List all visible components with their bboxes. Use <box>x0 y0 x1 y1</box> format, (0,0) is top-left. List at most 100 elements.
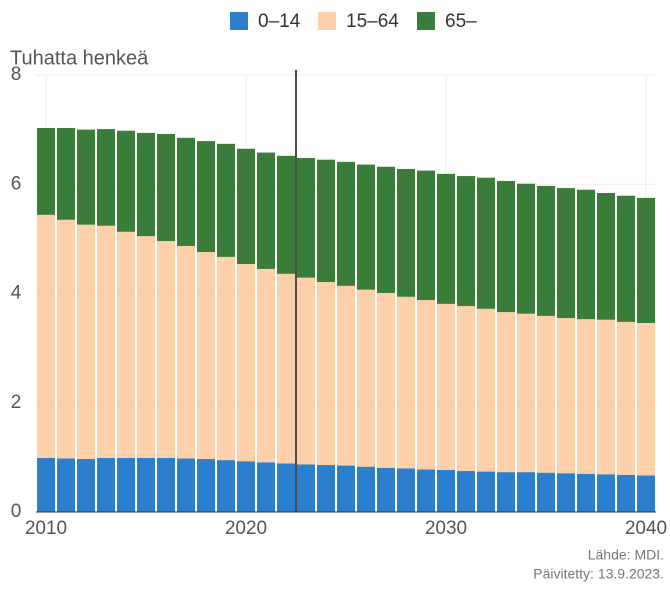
bar-segment <box>637 475 655 512</box>
bar-segment <box>457 471 475 512</box>
bar-segment <box>157 133 175 242</box>
y-tick-label: 4 <box>11 283 22 304</box>
bar-segment <box>57 219 75 459</box>
bar-segment <box>97 129 115 226</box>
bar-segment <box>297 158 315 278</box>
x-tick-label: 2030 <box>425 518 467 539</box>
bar-segment <box>377 292 395 468</box>
bar-segment <box>77 129 95 225</box>
bar-segment <box>257 462 275 512</box>
bar-segment <box>497 472 515 512</box>
bar-segment <box>557 473 575 512</box>
bar-segment <box>297 277 315 465</box>
bar-segment <box>577 473 595 512</box>
bar-segment <box>37 127 55 215</box>
bar-segment <box>117 130 135 232</box>
bar-segment <box>157 457 175 512</box>
x-tick-label: 2020 <box>225 518 267 539</box>
bar-segment <box>477 471 495 512</box>
bar-segment <box>117 231 135 458</box>
bar-segment <box>137 457 155 512</box>
bar-segment <box>137 236 155 458</box>
bar-segment <box>537 315 555 473</box>
bar-segment <box>617 474 635 512</box>
bar-segment <box>317 465 335 512</box>
bar-segment <box>177 137 195 246</box>
bar-segment <box>137 132 155 237</box>
bar-segment <box>277 273 295 464</box>
bar-segment <box>537 185 555 316</box>
bar-segment <box>37 457 55 512</box>
bar-segment <box>257 152 275 269</box>
bar-segment <box>317 159 335 283</box>
source: Lähde: MDI. <box>588 547 664 563</box>
y-tick-label: 0 <box>11 501 22 522</box>
bar-segment <box>57 458 75 512</box>
bar-segment <box>437 469 455 512</box>
updated: Päivitetty: 13.9.2023. <box>533 566 664 582</box>
bar-segment <box>337 285 355 466</box>
bar-segment <box>497 312 515 473</box>
bar-segment <box>177 458 195 512</box>
bar-segment <box>597 319 615 475</box>
bar-segment <box>377 467 395 512</box>
bar-segment <box>517 472 535 512</box>
bar-segment <box>517 183 535 314</box>
bar-segment <box>237 148 255 265</box>
bar-segment <box>377 166 395 293</box>
bar-segment <box>97 457 115 512</box>
y-tick-label: 6 <box>11 173 22 194</box>
y-tick-label: 2 <box>11 392 22 413</box>
bar-segment <box>277 463 295 512</box>
bar-segment <box>537 472 555 512</box>
bar-segment <box>337 161 355 286</box>
bar-segment <box>597 192 615 320</box>
bar-segment <box>237 264 255 462</box>
bar-segment <box>157 241 175 458</box>
legend-label: 65– <box>445 11 477 32</box>
bar-segment <box>357 466 375 512</box>
bar-segment <box>197 141 215 252</box>
bar-segment <box>97 225 115 458</box>
x-tick-label: 2040 <box>625 518 667 539</box>
legend-swatch <box>318 12 336 30</box>
bar-segment <box>397 296 415 469</box>
bar-segment <box>77 224 95 460</box>
legend-swatch <box>417 12 435 30</box>
bar-segment <box>177 245 195 459</box>
bar-segment <box>77 459 95 512</box>
bar-segment <box>37 214 55 458</box>
bar-segment <box>617 195 635 322</box>
bar-segment <box>217 460 235 512</box>
bar-segment <box>517 313 535 473</box>
bar-segment <box>277 155 295 274</box>
bar-segment <box>477 308 495 472</box>
bar-segment <box>357 289 375 467</box>
bar-segment <box>497 180 515 313</box>
bar-segment <box>197 251 215 460</box>
bar-segment <box>217 256 235 461</box>
bar-segment <box>297 464 315 512</box>
bar-segment <box>557 318 575 474</box>
bar-segment <box>477 177 495 309</box>
legend-label: 15–64 <box>346 11 399 32</box>
bar-segment <box>457 176 475 307</box>
legend-swatch <box>230 12 248 30</box>
bar-segment <box>417 469 435 512</box>
bar-segment <box>437 173 455 304</box>
bar-segment <box>457 306 475 472</box>
bar-segment <box>357 164 375 290</box>
bar-segment <box>557 188 575 319</box>
bar-segment <box>117 457 135 512</box>
bar-segment <box>237 461 255 512</box>
y-tick-label: 8 <box>11 64 22 85</box>
y-axis-label: Tuhatta henkeä <box>10 47 149 69</box>
bar-segment <box>617 321 635 475</box>
bar-segment <box>397 468 415 512</box>
bar-segment <box>317 282 335 466</box>
bar-segment <box>257 268 275 463</box>
bar-segment <box>417 300 435 470</box>
bar-segment <box>637 322 655 476</box>
bar-segment <box>337 465 355 512</box>
bar-segment <box>637 197 655 323</box>
